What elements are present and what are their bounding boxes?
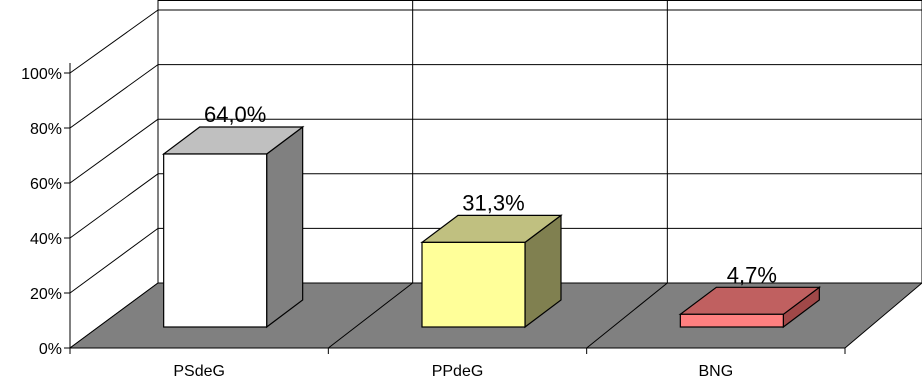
y-tick-label: 60% [30, 176, 62, 193]
x-tick-label: BNG [698, 363, 733, 380]
gridline-side [69, 173, 159, 239]
gridline-side [69, 227, 159, 294]
x-tick-label: PSdeG [173, 363, 225, 380]
floor-divider [586, 282, 668, 349]
data-label: 4,7% [727, 262, 777, 287]
data-label: 64,0% [204, 102, 266, 127]
bar-psdeg [163, 153, 268, 328]
bar-ppdeg [421, 241, 526, 328]
x-axis-labels: PSdeG PPdeG BNG [173, 363, 733, 380]
y-tick-label: 20% [30, 286, 62, 303]
y-tick-label: 80% [30, 121, 62, 138]
y-axis-labels: 0% 20% 40% 60% 80% 100% [21, 66, 62, 358]
gridline-side [69, 64, 159, 129]
gridline-side [69, 118, 159, 184]
floor-divider [328, 282, 413, 349]
gridline-side [69, 9, 159, 74]
y-tick-label: 100% [21, 66, 62, 83]
bar-side [266, 125, 304, 329]
chart-bars [161, 125, 822, 329]
y-tick-label: 40% [30, 231, 62, 248]
data-labels: 64,0% 31,3% 4,7% [204, 102, 777, 287]
data-label: 31,3% [462, 190, 524, 215]
x-tick-label: PPdeG [432, 363, 484, 380]
y-tick-label: 0% [39, 341, 62, 358]
bar-bng [679, 313, 784, 328]
